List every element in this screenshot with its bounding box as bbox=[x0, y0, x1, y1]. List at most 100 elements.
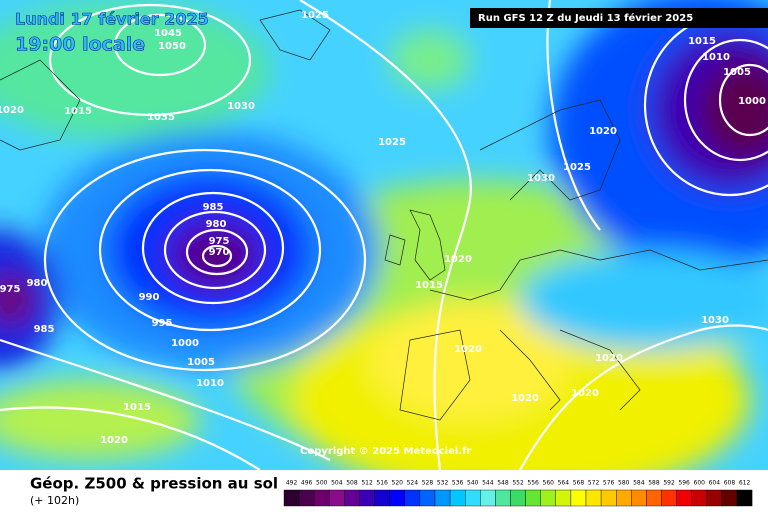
scale-swatch bbox=[540, 489, 557, 507]
scale-swatch bbox=[646, 489, 662, 507]
scale-swatch bbox=[434, 489, 451, 507]
isobar-label: 975 bbox=[0, 284, 20, 295]
coastlines bbox=[0, 9, 768, 421]
isobar-label: 1015 bbox=[688, 36, 716, 47]
scale-swatch bbox=[404, 489, 421, 507]
scale-label: 556 bbox=[527, 480, 539, 487]
isobar-label: 1030 bbox=[701, 315, 729, 326]
scale-swatch bbox=[495, 489, 511, 507]
isobar-label: 1000 bbox=[738, 96, 766, 107]
scale-label: 604 bbox=[709, 480, 721, 487]
scale-label: 512 bbox=[361, 480, 373, 487]
scale-label: 520 bbox=[392, 480, 404, 487]
isobar-label: 1025 bbox=[301, 10, 329, 21]
footer-subtitle: (+ 102h) bbox=[30, 494, 79, 507]
isobar-label: 990 bbox=[139, 292, 160, 303]
scale-label: 588 bbox=[648, 480, 660, 487]
copyright: Copyright © 2025 Meteociel.fr bbox=[300, 446, 471, 457]
isobar-label: 1020 bbox=[571, 388, 599, 399]
scale-swatch bbox=[298, 489, 315, 507]
isobar-label: 1005 bbox=[187, 357, 215, 368]
isobar-label: 1045 bbox=[154, 28, 182, 39]
isobar-label: 1015 bbox=[415, 280, 443, 291]
scale-label: 540 bbox=[467, 480, 479, 487]
scale-label: 500 bbox=[316, 480, 328, 487]
isobar-label: 1030 bbox=[227, 101, 255, 112]
scale-swatch bbox=[359, 489, 375, 507]
scale-label: 548 bbox=[497, 480, 509, 487]
isobar-label: 1020 bbox=[511, 393, 539, 404]
scale-label: 600 bbox=[694, 480, 706, 487]
scale-swatch bbox=[631, 489, 647, 507]
scale-label: 516 bbox=[376, 480, 388, 487]
scale-label: 576 bbox=[603, 480, 615, 487]
scale-label: 544 bbox=[482, 480, 494, 487]
isobar-label: 985 bbox=[203, 202, 224, 213]
run-info: Run GFS 12 Z du Jeudi 13 février 2025 bbox=[478, 12, 693, 24]
scale-swatch bbox=[736, 489, 753, 507]
scale-swatch bbox=[570, 489, 587, 507]
scale-label: 564 bbox=[558, 480, 570, 487]
isobar-label: 1010 bbox=[702, 52, 730, 63]
color-scale: 492 496 500 504 508 512 516 520 524 528 532 536 540 5… bbox=[283, 480, 753, 507]
isobar-label: 1000 bbox=[171, 338, 199, 349]
scale-swatch bbox=[555, 489, 572, 507]
scale-swatch bbox=[721, 489, 738, 507]
isobar-label: 1020 bbox=[595, 353, 623, 364]
scale-swatch bbox=[661, 489, 677, 507]
map-field bbox=[0, 0, 768, 470]
scale-label: 536 bbox=[452, 480, 464, 487]
scale-swatch bbox=[465, 489, 481, 507]
scale-swatch bbox=[616, 489, 632, 507]
scale-swatch bbox=[389, 489, 406, 507]
map-date: Lundi 17 février 2025 bbox=[15, 10, 209, 29]
scale-label: 580 bbox=[618, 480, 630, 487]
isobar-label: 980 bbox=[27, 278, 48, 289]
scale-label: 504 bbox=[331, 480, 343, 487]
isobar-label: 1020 bbox=[0, 105, 24, 116]
isobar-label: 1030 bbox=[527, 173, 555, 184]
isobar-label: 1015 bbox=[123, 402, 151, 413]
scale-swatch bbox=[706, 489, 723, 507]
isobar-label: 1010 bbox=[196, 378, 224, 389]
isobar-label: 980 bbox=[206, 219, 227, 230]
isobar-label: 1005 bbox=[723, 67, 751, 78]
isobar-label: 1020 bbox=[100, 435, 128, 446]
scale-swatch bbox=[676, 489, 692, 507]
scale-label: 496 bbox=[301, 480, 313, 487]
isobar-label: 995 bbox=[152, 318, 173, 329]
scale-swatch bbox=[480, 489, 496, 507]
scale-swatch bbox=[419, 489, 436, 507]
scale-label: 572 bbox=[588, 480, 600, 487]
isobar-label: 970 bbox=[209, 247, 230, 258]
scale-label: 560 bbox=[543, 480, 555, 487]
scale-label: 584 bbox=[633, 480, 645, 487]
isobar-label: 985 bbox=[34, 324, 55, 335]
isobar-label: 1020 bbox=[444, 254, 472, 265]
scale-swatch bbox=[585, 489, 602, 507]
footer-title: Géop. Z500 & pression au sol bbox=[30, 475, 278, 493]
scale-swatch bbox=[344, 489, 360, 507]
scale-swatch bbox=[329, 489, 345, 507]
scale-swatch bbox=[510, 489, 526, 507]
scale-label: 492 bbox=[286, 480, 298, 487]
scale-swatch bbox=[283, 489, 300, 507]
scale-swatch bbox=[691, 489, 708, 507]
scale-swatch bbox=[374, 489, 390, 507]
scale-label: 596 bbox=[678, 480, 690, 487]
scale-label: 508 bbox=[346, 480, 358, 487]
scale-swatch bbox=[314, 489, 330, 507]
isobar-label: 1015 bbox=[64, 106, 92, 117]
isobar-label: 975 bbox=[209, 236, 230, 247]
isobar-label: 1020 bbox=[589, 126, 617, 137]
scale-label: 552 bbox=[512, 480, 524, 487]
scale-label: 532 bbox=[437, 480, 449, 487]
isobar-label: 1025 bbox=[563, 162, 591, 173]
scale-swatch bbox=[449, 489, 466, 507]
run-box bbox=[470, 8, 768, 28]
scale-label: 612 bbox=[739, 480, 751, 487]
scale-label: 592 bbox=[663, 480, 675, 487]
scale-swatch bbox=[525, 489, 541, 507]
